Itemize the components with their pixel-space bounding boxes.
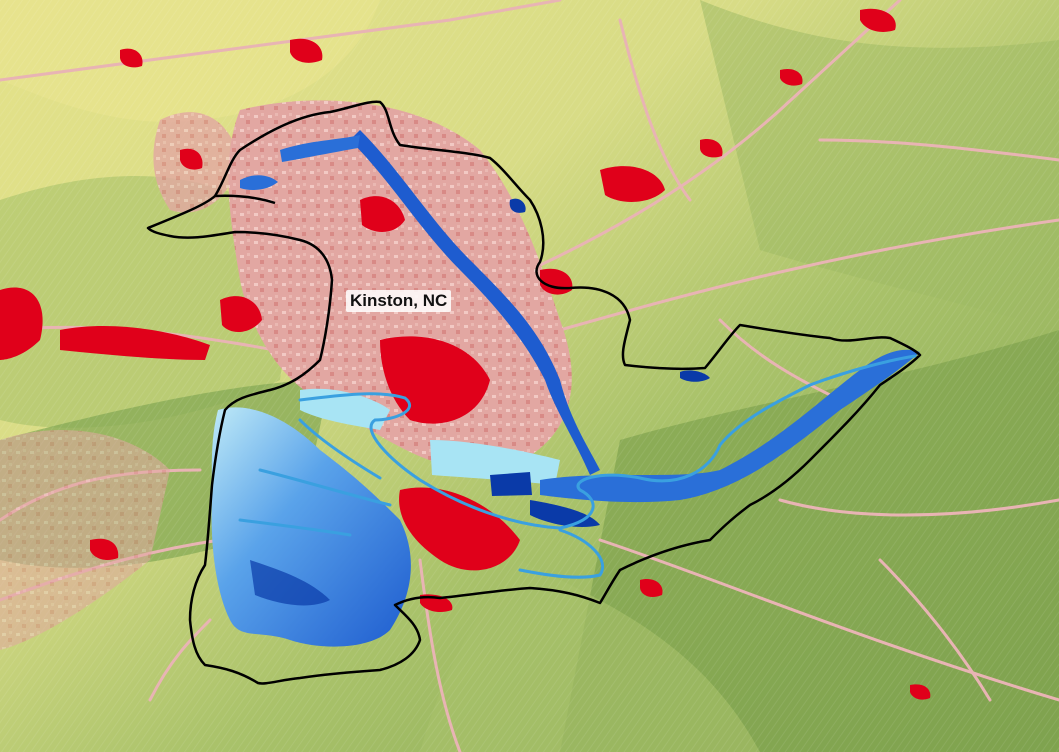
river-layer [238, 354, 917, 579]
inner-boundary [214, 194, 276, 205]
developed-land-layer [0, 8, 931, 700]
place-label-kinston: Kinston, NC [346, 290, 452, 312]
study-boundary [146, 100, 922, 685]
